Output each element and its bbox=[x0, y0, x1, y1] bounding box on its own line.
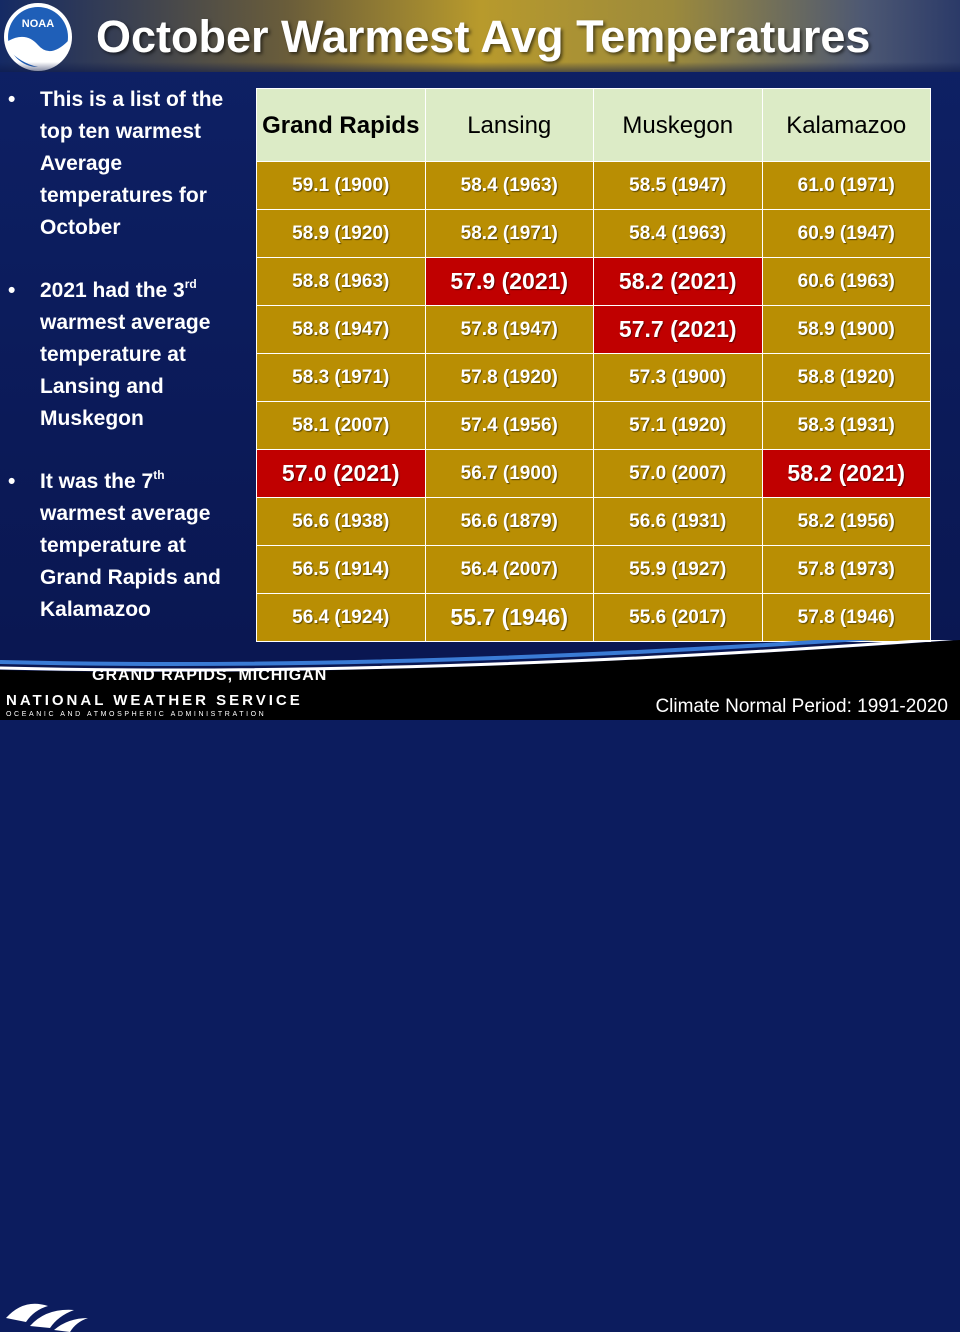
table-cell-kalamazoo: 60.9 (1947) bbox=[761, 209, 931, 258]
slide-title: October Warmest Avg Temperatures bbox=[96, 11, 871, 62]
bullet-item: 2021 had the 3rd warmest average tempera… bbox=[8, 275, 244, 435]
table-cell-kalamazoo: 58.3 (1931) bbox=[761, 401, 931, 450]
table-row: 58.3 (1971) 57.8 (1920) 57.3 (1900) 58.8 (1… bbox=[256, 353, 931, 402]
bullet-text: 2021 had the 3 bbox=[40, 279, 185, 302]
table-cell-grand-rapids: 56.4 (1924) bbox=[256, 593, 426, 642]
noaa-logo-text: NOAA bbox=[22, 18, 54, 30]
noaa-logo: NOAA bbox=[4, 3, 72, 71]
table-cell-lansing: 56.7 (1900) bbox=[424, 449, 594, 498]
table-row: 58.8 (1963) 57.9 (2021) 58.2 (2021) 60.6 (1… bbox=[256, 257, 931, 306]
table-cell-muskegon: 55.6 (2017) bbox=[593, 593, 763, 642]
climate-normal-period: Climate Normal Period: 1991-2020 bbox=[655, 696, 948, 717]
table-cell-lansing: 56.6 (1879) bbox=[424, 497, 594, 546]
bullet-item: It was the 7th warmest average temperatu… bbox=[8, 466, 244, 626]
table-cell-grand-rapids: 58.1 (2007) bbox=[256, 401, 426, 450]
table-cell-lansing: 57.4 (1956) bbox=[424, 401, 594, 450]
table-cell-lansing: 57.8 (1920) bbox=[424, 353, 594, 402]
table-cell-kalamazoo: 58.9 (1900) bbox=[761, 305, 931, 354]
agency-name: NATIONAL WEATHER SERVICE bbox=[6, 692, 303, 709]
warmest-temperatures-table: Grand Rapids Lansing Muskegon Kalamazoo … bbox=[256, 88, 931, 642]
table-cell-lansing: 57.9 (2021) bbox=[424, 257, 594, 306]
table-cell-kalamazoo: 61.0 (1971) bbox=[761, 161, 931, 210]
bullet-text: It was the 7 bbox=[40, 470, 154, 493]
table-cell-lansing: 56.4 (2007) bbox=[424, 545, 594, 594]
table-cell-muskegon: 57.3 (1900) bbox=[593, 353, 763, 402]
table-cell-muskegon: 58.5 (1947) bbox=[593, 161, 763, 210]
table-cell-grand-rapids: 56.5 (1914) bbox=[256, 545, 426, 594]
bullet-text: warmest average temperature at Lansing a… bbox=[40, 311, 211, 430]
table-row: 59.1 (1900) 58.4 (1963) 58.5 (1947) 61.0 (1… bbox=[256, 161, 931, 210]
office-location: GRAND RAPIDS, MICHIGAN bbox=[92, 667, 328, 684]
table-cell-grand-rapids: 59.1 (1900) bbox=[256, 161, 426, 210]
table-body: 59.1 (1900) 58.4 (1963) 58.5 (1947) 61.0 (1… bbox=[256, 161, 931, 642]
table-cell-kalamazoo: 57.8 (1973) bbox=[761, 545, 931, 594]
title-banner: NOAA October Warmest Avg Temperatures bbox=[0, 0, 960, 72]
bullet-text: warmest average temperature at Grand Rap… bbox=[40, 502, 221, 621]
table-row: 58.1 (2007) 57.4 (1956) 57.1 (1920) 58.3 (1… bbox=[256, 401, 931, 450]
table-row: 58.8 (1947) 57.8 (1947) 57.7 (2021) 58.9 (1… bbox=[256, 305, 931, 354]
table-cell-muskegon: 57.7 (2021) bbox=[593, 305, 763, 354]
table-cell-lansing: 57.8 (1947) bbox=[424, 305, 594, 354]
bullet-text: This is a list of the top ten warmest Av… bbox=[40, 88, 224, 239]
table-cell-grand-rapids: 56.6 (1938) bbox=[256, 497, 426, 546]
column-header-grand-rapids: Grand Rapids bbox=[256, 88, 426, 162]
table-row: 56.5 (1914) 56.4 (2007) 55.9 (1927) 57.8 (1… bbox=[256, 545, 931, 594]
table-cell-kalamazoo: 58.2 (1956) bbox=[761, 497, 931, 546]
agency-subtitle: OCEANIC AND ATMOSPHERIC ADMINISTRATION bbox=[6, 711, 267, 718]
bullet-list: This is a list of the top ten warmest Av… bbox=[8, 84, 244, 657]
column-header-kalamazoo: Kalamazoo bbox=[761, 88, 931, 162]
column-header-muskegon: Muskegon bbox=[593, 88, 763, 162]
bullet-item: This is a list of the top ten warmest Av… bbox=[8, 84, 244, 244]
table-row: 57.0 (2021) 56.7 (1900) 57.0 (2007) 58.2 (2… bbox=[256, 449, 931, 498]
table-cell-grand-rapids: 58.9 (1920) bbox=[256, 209, 426, 258]
table-row: 56.6 (1938) 56.6 (1879) 56.6 (1931) 58.2 (1… bbox=[256, 497, 931, 546]
table-cell-kalamazoo: 60.6 (1963) bbox=[761, 257, 931, 306]
table-cell-muskegon: 58.2 (2021) bbox=[593, 257, 763, 306]
table-cell-grand-rapids: 58.8 (1947) bbox=[256, 305, 426, 354]
table-cell-lansing: 58.2 (1971) bbox=[424, 209, 594, 258]
bullet-ordinal-suffix: rd bbox=[184, 277, 197, 291]
table-cell-kalamazoo: 58.8 (1920) bbox=[761, 353, 931, 402]
footer-swoosh bbox=[0, 640, 960, 720]
table-cell-muskegon: 58.4 (1963) bbox=[593, 209, 763, 258]
table-cell-grand-rapids: 58.8 (1963) bbox=[256, 257, 426, 306]
table-cell-muskegon: 57.0 (2007) bbox=[593, 449, 763, 498]
table-row: 58.9 (1920) 58.2 (1971) 58.4 (1963) 60.9 (1… bbox=[256, 209, 931, 258]
nws-logo bbox=[6, 1303, 88, 1332]
table-row: 56.4 (1924) 55.7 (1946) 55.6 (2017) 57.8 (1… bbox=[256, 593, 931, 642]
table-cell-muskegon: 57.1 (1920) bbox=[593, 401, 763, 450]
column-header-lansing: Lansing bbox=[424, 88, 594, 162]
bullet-ordinal-suffix: th bbox=[153, 468, 165, 482]
table-cell-lansing: 55.7 (1946) bbox=[424, 593, 594, 642]
table-cell-kalamazoo: 57.8 (1946) bbox=[761, 593, 931, 642]
table-cell-grand-rapids: 58.3 (1971) bbox=[256, 353, 426, 402]
table-cell-muskegon: 56.6 (1931) bbox=[593, 497, 763, 546]
table-cell-grand-rapids: 57.0 (2021) bbox=[256, 449, 426, 498]
table-cell-kalamazoo: 58.2 (2021) bbox=[761, 449, 931, 498]
table-cell-muskegon: 55.9 (1927) bbox=[593, 545, 763, 594]
table-header-row: Grand Rapids Lansing Muskegon Kalamazoo bbox=[256, 88, 931, 162]
table-cell-lansing: 58.4 (1963) bbox=[424, 161, 594, 210]
